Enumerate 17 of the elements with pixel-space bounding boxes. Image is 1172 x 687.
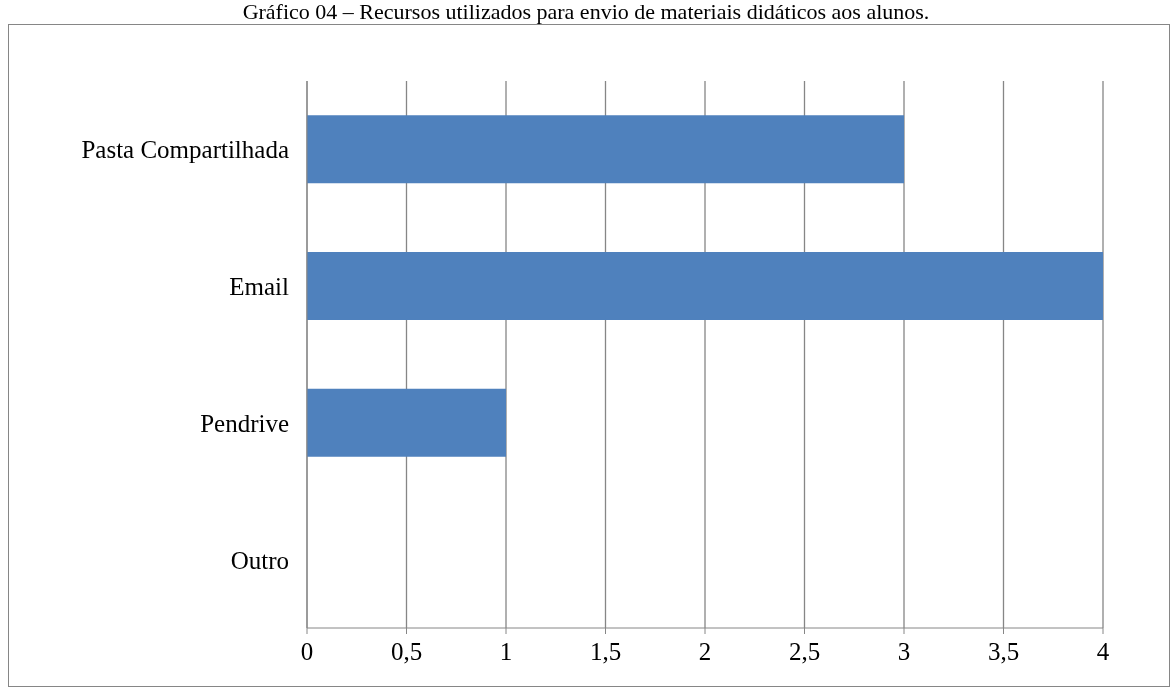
bar [307, 251, 1103, 320]
bar [307, 388, 506, 457]
x-tick-label: 1,5 [589, 637, 622, 665]
x-tick-label: 4 [1096, 637, 1110, 665]
y-tick-label: Pendrive [200, 409, 289, 437]
chart-title: Gráfico 04 – Recursos utilizados para envio de materiais didáticos aos alunos. [241, 0, 931, 24]
x-tick-label: 3,5 [987, 637, 1020, 665]
x-tick-label: 0 [300, 637, 314, 665]
x-tick-label: 1 [499, 637, 513, 665]
x-tick-label: 0,5 [390, 637, 423, 665]
x-tick-label: 2 [698, 637, 712, 665]
x-tick-label: 2,5 [788, 637, 821, 665]
y-tick-label: Outro [230, 546, 289, 574]
bar [307, 115, 904, 184]
y-tick-label: Email [229, 273, 290, 300]
x-tick-label: 3 [897, 637, 911, 665]
y-tick-label: Pasta Compartilhada [81, 136, 289, 164]
